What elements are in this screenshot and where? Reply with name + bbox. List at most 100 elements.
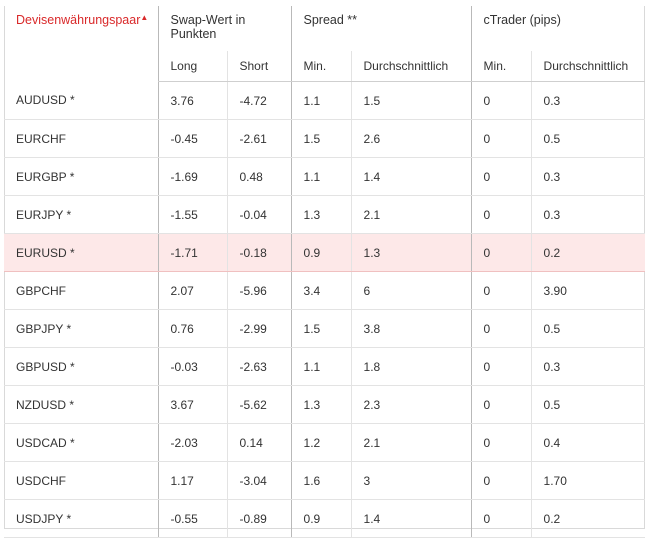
ctrader-min-cell: 0	[470, 81, 532, 120]
ctrader-avg-cell: 1.70	[530, 461, 646, 500]
pair-column-header[interactable]: Devisenwährungspaar▲	[4, 6, 158, 82]
spread-avg-cell: 2.3	[350, 385, 472, 424]
short-cell: 0.14	[226, 423, 292, 462]
swap-group-header: Swap-Wert in Punkten	[157, 6, 292, 51]
table-row[interactable]: AUDUSD * 3.76 -4.72 1.1 1.5 0 0.3	[4, 81, 646, 120]
ctrader-avg-cell: 0.3	[530, 347, 646, 386]
table-row[interactable]: USDCAD * -2.03 0.14 1.2 2.1 0 0.4	[4, 423, 646, 462]
pair-header-label: Devisenwährungspaar	[16, 13, 141, 27]
pair-cell: EURUSD *	[4, 233, 158, 272]
long-cell: -2.03	[157, 423, 227, 462]
short-cell: 0.48	[226, 157, 292, 196]
header-row-groups: Devisenwährungspaar▲ Swap-Wert in Punkte…	[4, 6, 646, 51]
pair-cell: NZDUSD *	[4, 385, 158, 424]
spread-min-cell: 1.5	[290, 309, 352, 348]
ctrader-min-header[interactable]: Min.	[470, 51, 532, 82]
short-cell: -5.62	[226, 385, 292, 424]
spread-min-cell: 1.1	[290, 157, 352, 196]
spread-min-cell: 3.4	[290, 271, 352, 310]
table-row[interactable]: EURUSD * -1.71 -0.18 0.9 1.3 0 0.2	[4, 233, 646, 272]
long-header[interactable]: Long	[157, 51, 227, 82]
short-cell: -5.96	[226, 271, 292, 310]
short-header[interactable]: Short	[226, 51, 292, 82]
spread-min-cell: 1.5	[290, 119, 352, 158]
table-row[interactable]: GBPJPY * 0.76 -2.99 1.5 3.8 0 0.5	[4, 309, 646, 348]
long-cell: -1.69	[157, 157, 227, 196]
long-cell: 0.76	[157, 309, 227, 348]
ctrader-avg-cell: 0.5	[530, 385, 646, 424]
spread-min-cell: 0.9	[290, 499, 352, 538]
spread-min-cell: 1.6	[290, 461, 352, 500]
spread-avg-cell: 1.4	[350, 157, 472, 196]
table-row[interactable]: USDJPY * -0.55 -0.89 0.9 1.4 0 0.2	[4, 499, 646, 538]
pair-cell: EURJPY *	[4, 195, 158, 234]
table-row[interactable]: GBPCHF 2.07 -5.96 3.4 6 0 3.90	[4, 271, 646, 310]
pair-cell: GBPJPY *	[4, 309, 158, 348]
header-row-subcolumns: Long Short Min. Durchschnittlich Min. Du…	[4, 51, 646, 82]
table-row[interactable]: EURGBP * -1.69 0.48 1.1 1.4 0 0.3	[4, 157, 646, 196]
spread-avg-cell: 2.6	[350, 119, 472, 158]
short-cell: -0.18	[226, 233, 292, 272]
ctrader-min-cell: 0	[470, 233, 532, 272]
spread-avg-cell: 1.8	[350, 347, 472, 386]
pair-cell: USDCAD *	[4, 423, 158, 462]
pair-cell: USDCHF	[4, 461, 158, 500]
long-cell: -1.55	[157, 195, 227, 234]
table-row[interactable]: EURJPY * -1.55 -0.04 1.3 2.1 0 0.3	[4, 195, 646, 234]
ctrader-min-cell: 0	[470, 499, 532, 538]
ctrader-avg-cell: 0.2	[530, 499, 646, 538]
table-body: AUDUSD * 3.76 -4.72 1.1 1.5 0 0.3 EURCHF -0.45 -2…	[4, 81, 646, 538]
swap-spread-table: Devisenwährungspaar▲ Swap-Wert in Punkte…	[4, 6, 646, 538]
long-cell: 3.67	[157, 385, 227, 424]
spread-min-header[interactable]: Min.	[290, 51, 352, 82]
short-cell: -4.72	[226, 81, 292, 120]
spread-min-cell: 1.2	[290, 423, 352, 462]
pair-cell: GBPCHF	[4, 271, 158, 310]
spread-avg-cell: 2.1	[350, 423, 472, 462]
spread-min-cell: 1.3	[290, 385, 352, 424]
sort-arrow-icon: ▲	[140, 13, 149, 22]
spread-avg-cell: 2.1	[350, 195, 472, 234]
ctrader-min-cell: 0	[470, 271, 532, 310]
ctrader-group-header: cTrader (pips)	[470, 6, 646, 51]
spread-avg-cell: 3.8	[350, 309, 472, 348]
pair-cell: EURGBP *	[4, 157, 158, 196]
spread-group-header: Spread **	[290, 6, 472, 51]
long-cell: 1.17	[157, 461, 227, 500]
ctrader-avg-cell: 0.5	[530, 119, 646, 158]
pair-cell: AUDUSD *	[4, 81, 158, 120]
ctrader-min-cell: 0	[470, 157, 532, 196]
long-cell: -0.03	[157, 347, 227, 386]
long-cell: 2.07	[157, 271, 227, 310]
ctrader-min-cell: 0	[470, 385, 532, 424]
pair-cell: EURCHF	[4, 119, 158, 158]
ctrader-avg-cell: 0.3	[530, 157, 646, 196]
swap-group-line2: Punkten	[170, 27, 217, 41]
spread-avg-cell: 1.5	[350, 81, 472, 120]
long-cell: 3.76	[157, 81, 227, 120]
spread-avg-cell: 3	[350, 461, 472, 500]
table-row[interactable]: GBPUSD * -0.03 -2.63 1.1 1.8 0 0.3	[4, 347, 646, 386]
spread-min-cell: 0.9	[290, 233, 352, 272]
table-row[interactable]: EURCHF -0.45 -2.61 1.5 2.6 0 0.5	[4, 119, 646, 158]
ctrader-min-cell: 0	[470, 195, 532, 234]
ctrader-avg-cell: 0.4	[530, 423, 646, 462]
ctrader-avg-cell: 3.90	[530, 271, 646, 310]
long-cell: -0.45	[157, 119, 227, 158]
short-cell: -0.04	[226, 195, 292, 234]
ctrader-min-cell: 0	[470, 347, 532, 386]
ctrader-avg-header[interactable]: Durchschnittlich	[530, 51, 646, 82]
ctrader-avg-cell: 0.5	[530, 309, 646, 348]
table-row[interactable]: USDCHF 1.17 -3.04 1.6 3 0 1.70	[4, 461, 646, 500]
short-cell: -2.63	[226, 347, 292, 386]
long-cell: -1.71	[157, 233, 227, 272]
short-cell: -2.99	[226, 309, 292, 348]
short-cell: -3.04	[226, 461, 292, 500]
table-row[interactable]: NZDUSD * 3.67 -5.62 1.3 2.3 0 0.5	[4, 385, 646, 424]
pair-cell: GBPUSD *	[4, 347, 158, 386]
ctrader-min-cell: 0	[470, 119, 532, 158]
ctrader-min-cell: 0	[470, 461, 532, 500]
spread-min-cell: 1.3	[290, 195, 352, 234]
spread-avg-header[interactable]: Durchschnittlich	[350, 51, 472, 82]
